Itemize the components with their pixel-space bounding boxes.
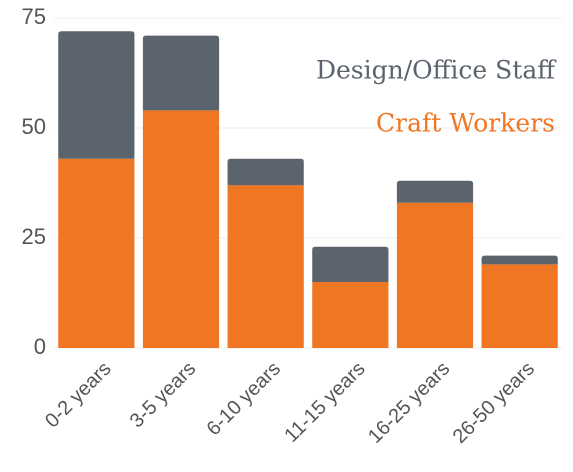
bar-segment	[312, 282, 389, 348]
y-tick-label: 25	[22, 224, 46, 249]
legend-label: Design/Office Staff	[316, 56, 557, 85]
x-tick-label: 6-10 years	[203, 358, 285, 440]
bar-segment	[481, 255, 558, 265]
x-tick-label: 11-15 years	[280, 358, 369, 447]
x-tick-label: 0-2 years	[41, 358, 116, 433]
bar-segment	[312, 246, 389, 282]
bar-segment	[142, 110, 220, 349]
bar-segment	[396, 180, 474, 203]
legend-label: Craft Workers	[376, 109, 555, 138]
x-tick-label: 16-25 years	[364, 358, 454, 448]
bar-segment	[227, 158, 304, 186]
bar-segment	[227, 185, 304, 348]
y-tick-label: 0	[34, 334, 46, 359]
y-tick-label: 75	[22, 4, 46, 29]
bar-segment	[58, 158, 135, 348]
x-tick-label: 3-5 years	[126, 358, 201, 433]
bar-segment	[396, 202, 474, 348]
bar-segment	[481, 264, 558, 348]
bar-segment	[58, 31, 135, 159]
y-tick-label: 50	[22, 114, 46, 139]
x-tick-label: 26-50 years	[449, 358, 539, 448]
bar-segment	[142, 35, 220, 111]
